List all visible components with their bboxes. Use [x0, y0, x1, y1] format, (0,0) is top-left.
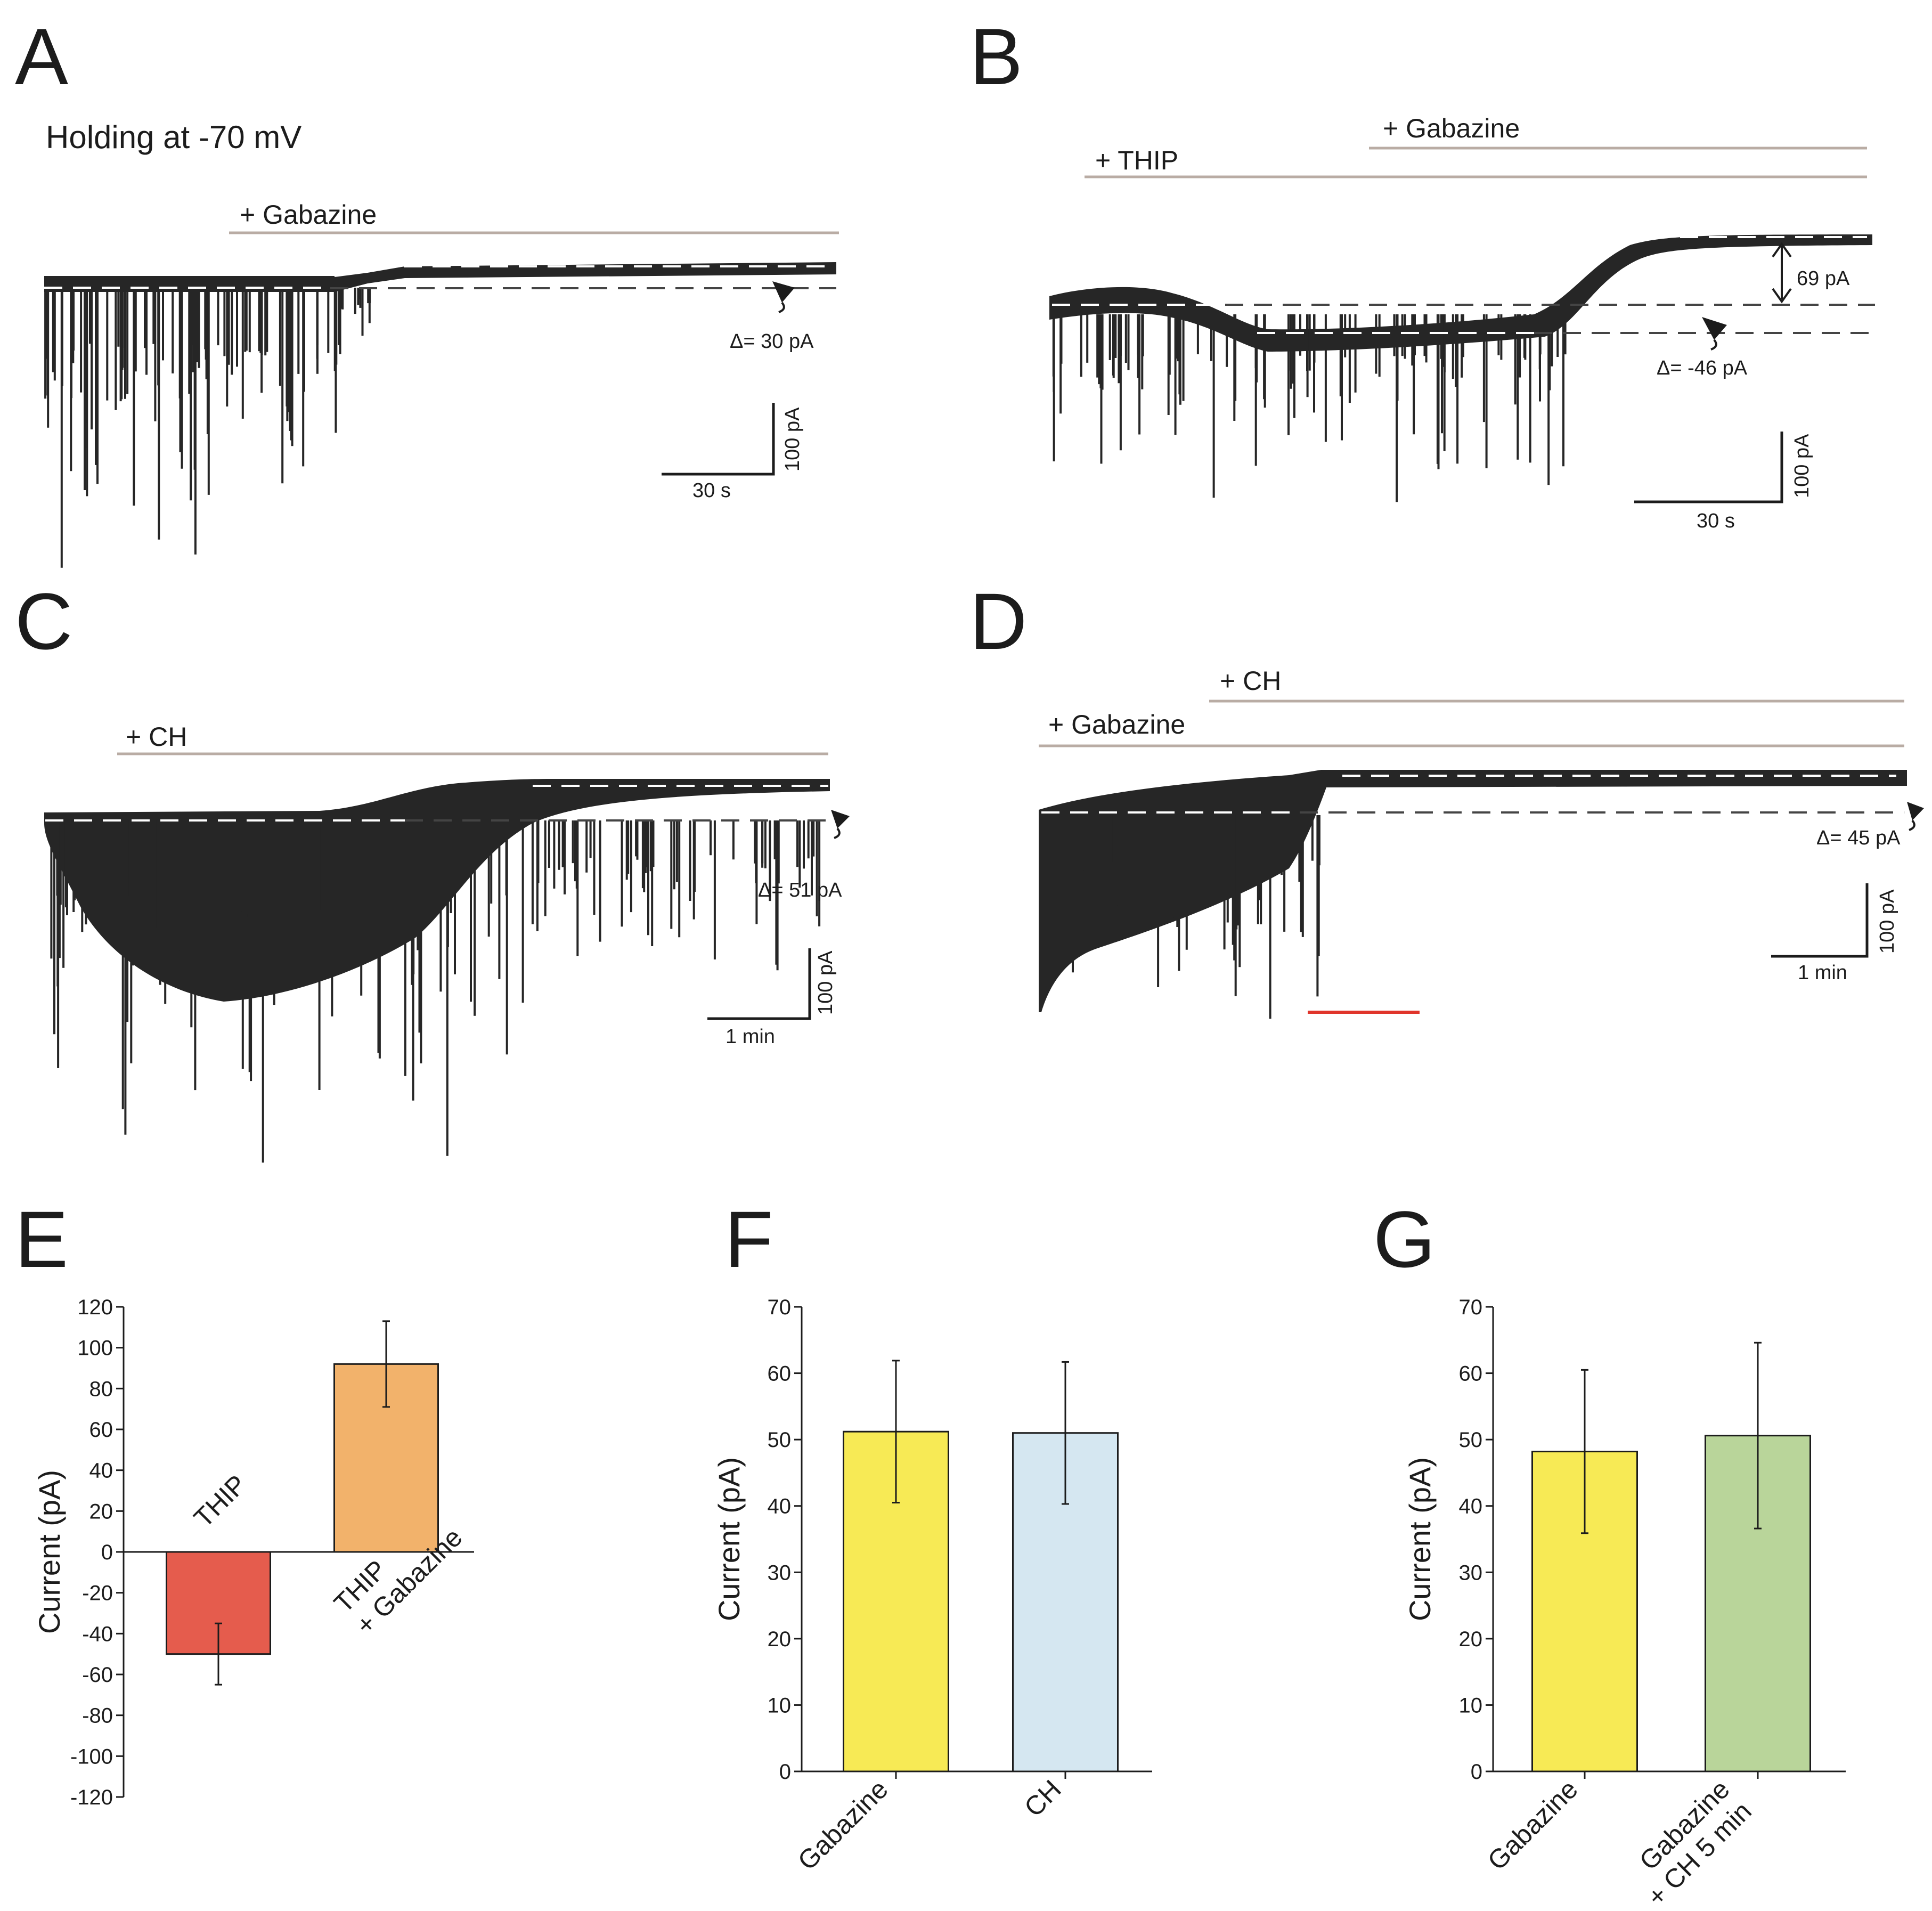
y-tick-label: 0	[779, 1760, 791, 1784]
y-tick-label: 20	[1459, 1628, 1483, 1651]
category-label: Gabazine	[792, 1774, 894, 1876]
y-tick-label: 30	[1459, 1561, 1483, 1584]
y-tick-label: 50	[1459, 1428, 1483, 1452]
delta-arrow-icon	[1702, 317, 1727, 340]
category-label: Gabazine+ CH 5 min	[1619, 1774, 1757, 1911]
y-tick-label: 10	[1459, 1694, 1483, 1717]
y-tick-label: 30	[768, 1561, 792, 1584]
scale-y-label: 100 pA	[1876, 889, 1898, 954]
panel-d: D + CH + Gabazine Δ= 45 pA 1 min 100 pA	[969, 576, 1924, 1019]
gabazine-application-label: + Gabazine	[240, 200, 377, 230]
delta-arrow-icon	[831, 810, 850, 828]
y-tick-label: 80	[89, 1377, 113, 1401]
scale-bar	[1634, 432, 1783, 503]
panel-a: A Holding at -70 mV + Gabazine Δ= 30 pA …	[15, 12, 839, 568]
category-label: Gabazine	[1482, 1774, 1584, 1876]
y-tick-label: 100	[77, 1337, 113, 1360]
panel-f: F 0 10 20 30 40 50 60 70 Current (pA) Gabazine CH	[712, 1194, 1152, 1876]
panel-c: C + CH Δ= 51 pA 1 min 100 pA	[15, 576, 850, 1163]
delta-arrow-icon	[1907, 802, 1924, 820]
y-tick-label: 40	[89, 1459, 113, 1483]
y-tick-label: 120	[77, 1296, 113, 1319]
y-tick-label: 40	[768, 1495, 792, 1518]
gabazine-application-label: + Gabazine	[1048, 710, 1185, 739]
category-label: THIP	[188, 1469, 252, 1533]
panel-g-label: G	[1373, 1194, 1436, 1284]
arrow-up-icon	[1772, 242, 1792, 258]
y-axis-label: Current (pA)	[32, 1470, 66, 1634]
arrow-down-icon	[1772, 288, 1792, 304]
chart-f: 0 10 20 30 40 50 60 70 Current (pA) Gabazine CH	[712, 1296, 1152, 1876]
scale-bar	[707, 948, 811, 1020]
scale-y-label: 100 pA	[814, 950, 837, 1015]
panel-d-label: D	[969, 576, 1027, 666]
y-tick-label: 0	[101, 1541, 113, 1564]
delta-current-label: Δ= -46 pA	[1657, 357, 1748, 379]
y-axis-label: Current (pA)	[712, 1457, 746, 1621]
panel-e-label: E	[15, 1194, 68, 1284]
thip-application-label: + THIP	[1095, 145, 1178, 175]
y-tick-label: 20	[768, 1628, 792, 1651]
trace-d	[1039, 770, 1907, 1019]
panel-f-label: F	[724, 1194, 773, 1284]
scale-y-label: 100 pA	[781, 407, 804, 471]
y-tick-label: -20	[82, 1582, 113, 1605]
delta-current-label: Δ= 30 pA	[730, 330, 814, 353]
panel-g: G 0 10 20 30 40 50 60 70 Current (pA) Gabazine Gab…	[1373, 1194, 1846, 1911]
arrow-value-label: 69 pA	[1797, 267, 1850, 290]
scale-x-label: 30 s	[692, 479, 731, 502]
ch-application-label: + CH	[126, 722, 187, 752]
delta-current-label: Δ= 45 pA	[1816, 827, 1901, 849]
y-tick-label: 20	[89, 1500, 113, 1523]
category-label: CH	[1018, 1774, 1067, 1823]
y-tick-label: -120	[70, 1786, 113, 1809]
holding-potential-label: Holding at -70 mV	[46, 119, 301, 155]
y-tick-label: 0	[1471, 1760, 1482, 1784]
y-tick-label: 60	[89, 1418, 113, 1442]
y-tick-label: -100	[70, 1745, 113, 1768]
y-tick-label: 50	[768, 1428, 792, 1452]
ch-application-label: + CH	[1220, 666, 1281, 696]
chart-g: 0 10 20 30 40 50 60 70 Current (pA) Gabazine Gabaz…	[1403, 1296, 1846, 1911]
chart-e: -120 -100 -80 -60 -40 -20 0 20 40 60 80 100 120 Curre…	[32, 1296, 474, 1809]
panel-b-label: B	[969, 12, 1023, 101]
panel-a-label: A	[15, 12, 68, 101]
scale-x-label: 1 min	[725, 1026, 775, 1048]
trace-b	[1049, 234, 1875, 502]
y-tick-label: -40	[82, 1622, 113, 1646]
y-tick-label: 70	[768, 1296, 792, 1319]
gabazine-application-label: + Gabazine	[1383, 113, 1520, 143]
panel-e: E -120 -100 -80 -60 -40 -20 0 20 40 60 80 100 120 Cur…	[15, 1194, 474, 1809]
y-tick-label: -80	[82, 1704, 113, 1728]
y-axis-label: Current (pA)	[1403, 1457, 1437, 1621]
trace-c	[44, 779, 831, 1163]
y-tick-label: 60	[768, 1362, 792, 1386]
trace-a	[44, 262, 836, 568]
scale-x-label: 30 s	[1697, 510, 1735, 532]
y-tick-label: -60	[82, 1663, 113, 1687]
delta-arrow-icon	[772, 281, 795, 303]
scale-bar	[662, 403, 775, 476]
delta-current-label: Δ= 51 pA	[758, 879, 842, 901]
y-tick-label: 10	[768, 1694, 792, 1717]
panel-c-label: C	[15, 576, 72, 666]
y-tick-label: 60	[1459, 1362, 1483, 1386]
scale-y-label: 100 pA	[1791, 434, 1813, 498]
scale-x-label: 1 min	[1798, 962, 1847, 984]
panel-b: B + Gabazine + THIP 69 pA Δ= -46 pA 30 s…	[969, 12, 1875, 532]
scale-bar	[1771, 883, 1869, 958]
y-tick-label: 70	[1459, 1296, 1483, 1319]
y-tick-label: 40	[1459, 1495, 1483, 1518]
